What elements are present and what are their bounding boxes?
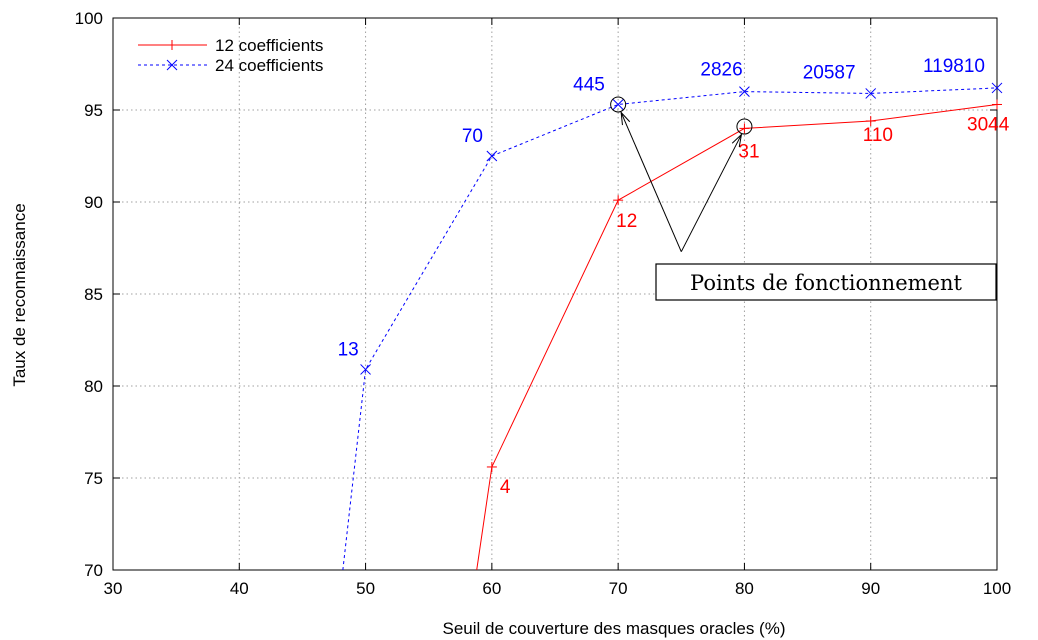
annotation-arrowhead	[731, 133, 743, 148]
marker-stroke	[739, 86, 750, 97]
legend-label: 12 coefficients	[215, 36, 323, 55]
marker-stroke	[360, 364, 371, 375]
annotation-arrowhead	[620, 111, 631, 126]
x-tick-label: 80	[735, 579, 754, 598]
x-tick-label: 100	[983, 579, 1011, 598]
y-tick-label: 100	[75, 9, 103, 28]
y-tick-label: 90	[84, 193, 103, 212]
data-label: 110	[863, 125, 893, 146]
x-tick-label: 30	[104, 579, 123, 598]
data-point	[486, 150, 498, 162]
legend-marker	[166, 59, 178, 71]
data-label: 2826	[700, 60, 742, 81]
data-point	[360, 364, 371, 375]
annotation: Points de fonctionnement	[610, 96, 997, 301]
operating-point-circle	[610, 96, 627, 113]
data-label: 13	[338, 339, 359, 360]
marker-stroke	[612, 99, 624, 110]
annotation-box	[655, 263, 997, 301]
data-label: 12	[616, 211, 637, 232]
x-tick-label: 90	[861, 579, 880, 598]
x-tick-label: 40	[230, 579, 249, 598]
marker-stroke	[991, 82, 1003, 94]
data-label: 4	[500, 477, 511, 498]
annotation-arrow	[620, 112, 682, 252]
data-point	[486, 461, 497, 472]
marker-stroke	[486, 150, 498, 162]
data-point	[612, 99, 624, 110]
marker-stroke	[166, 59, 178, 71]
operating-point-circle	[736, 118, 753, 135]
y-tick-label: 75	[84, 469, 103, 488]
data-label: 70	[462, 126, 483, 147]
data-point	[739, 86, 750, 97]
data-label: 3044	[967, 114, 1010, 135]
x-axis-title: Seuil de couverture des masques oracles …	[443, 619, 786, 638]
y-tick-label: 85	[84, 285, 103, 304]
series-line	[476, 103, 998, 571]
legend-item-1: 24 coefficients	[138, 56, 323, 75]
y-axis-title: Taux de reconnaissance	[10, 203, 29, 386]
x-tick-label: 60	[482, 579, 501, 598]
data-label: 31	[738, 141, 759, 162]
data-point	[865, 116, 876, 127]
y-tick-label: 80	[84, 377, 103, 396]
legend-item-0: 12 coefficients	[138, 36, 323, 55]
data-label: 119810	[923, 56, 985, 77]
data-label: 20587	[803, 62, 856, 83]
x-tick-label: 70	[609, 579, 628, 598]
grid	[113, 18, 997, 570]
data-point	[613, 195, 624, 206]
data-point	[739, 123, 750, 134]
x-tick-label: 50	[356, 579, 375, 598]
series-0: 4 12 31 110 3044	[476, 99, 1010, 571]
marker-stroke	[865, 88, 877, 99]
data-label: 445	[573, 74, 605, 95]
annotation-text: Points de fonctionnement	[690, 271, 962, 295]
data-point	[992, 99, 1002, 110]
series-1: 13 70 445 2826 20587 119810	[338, 56, 1003, 571]
y-tick-label: 95	[84, 101, 103, 120]
y-tick-label: 70	[84, 561, 103, 580]
series-layer: 4 12 31 110 3044 13 70 445 2826 20587 119810	[338, 56, 1010, 571]
data-point	[865, 88, 877, 99]
series-line	[342, 87, 998, 571]
axes: 30 40 50 60 70 80 90 100 70 75 80 85 90 95 100	[75, 9, 1012, 598]
data-point	[991, 82, 1003, 94]
legend-marker	[167, 40, 177, 50]
annotation-arrow	[680, 134, 742, 252]
legend-label: 24 coefficients	[215, 56, 323, 75]
